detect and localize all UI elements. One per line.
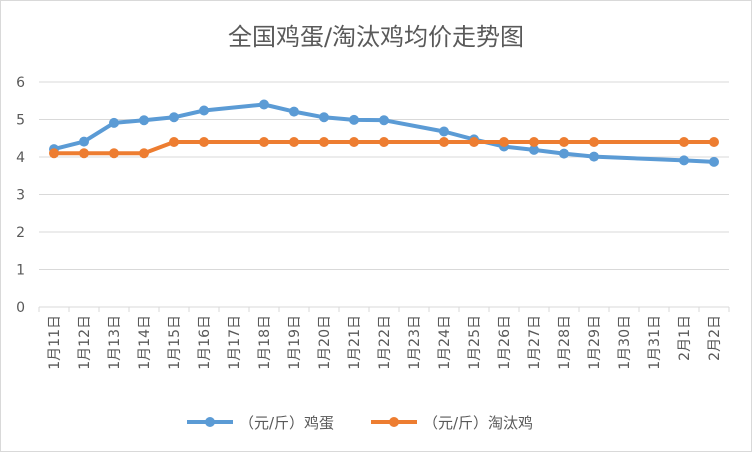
x-tick-label: 1月22日 [377, 315, 393, 370]
data-point [499, 137, 509, 147]
x-tick-label: 1月15日 [167, 315, 183, 370]
x-tick-label: 1月14日 [137, 315, 153, 370]
x-tick-label: 1月20日 [317, 315, 333, 370]
data-point [679, 137, 689, 147]
data-point [259, 137, 269, 147]
data-point [589, 151, 599, 162]
legend-marker [389, 417, 399, 427]
data-point [169, 112, 179, 123]
data-point [529, 144, 539, 155]
chart-title: 全国鸡蛋/淘汰鸡均价走势图 [228, 23, 524, 51]
data-point [319, 112, 329, 123]
data-point [709, 137, 719, 147]
data-point [709, 156, 719, 167]
x-tick-label: 1月21日 [347, 315, 363, 370]
data-point [199, 105, 209, 116]
y-tick-label: 4 [16, 150, 25, 166]
x-tick-label: 1月31日 [647, 315, 663, 370]
x-tick-label: 1月25日 [467, 315, 483, 370]
x-tick-label: 1月18日 [257, 315, 273, 370]
series-1 [49, 99, 719, 167]
data-point [439, 126, 449, 137]
data-point [379, 115, 389, 126]
x-tick-label: 1月17日 [227, 315, 243, 370]
x-tick-label: 1月11日 [47, 315, 63, 370]
y-tick-label: 6 [16, 75, 25, 91]
x-tick-label: 2月1日 [677, 315, 693, 361]
y-tick-label: 3 [16, 188, 25, 204]
data-point [289, 137, 299, 147]
series-2 [49, 137, 719, 159]
x-tick-label: 1月30日 [617, 315, 633, 370]
data-point [259, 99, 269, 110]
data-point [559, 137, 569, 147]
data-point [139, 148, 149, 159]
x-tick-label: 1月24日 [437, 315, 453, 370]
x-tick-label: 1月23日 [407, 315, 423, 370]
legend: （元/斤）鸡蛋 （元/斤）淘汰鸡 [187, 414, 533, 432]
data-point [319, 137, 329, 147]
legend-marker [205, 417, 215, 427]
y-tick-label: 0 [16, 300, 25, 316]
x-tick-label: 1月13日 [107, 315, 123, 370]
data-point [169, 137, 179, 147]
data-point [289, 106, 299, 117]
data-point [49, 148, 59, 159]
data-point [199, 137, 209, 147]
series-group [49, 99, 719, 167]
y-tick-label: 5 [16, 113, 25, 129]
y-tick-label: 2 [16, 225, 25, 241]
data-point [79, 148, 89, 159]
data-point [139, 115, 149, 126]
legend-item-1: （元/斤）鸡蛋 [187, 414, 334, 432]
x-tick-label: 1月12日 [77, 315, 93, 370]
y-axis-tick-labels: 0 1 2 3 4 5 6 [16, 75, 25, 316]
x-axis-tick-labels: 1月11日 1月12日 1月13日 1月14日 1月15日 1月16日 1月17日 1月18日… [47, 315, 723, 370]
data-point [529, 137, 539, 147]
data-point [79, 136, 89, 147]
data-point [589, 137, 599, 147]
data-point [469, 137, 479, 147]
x-tick-label: 1月26日 [497, 315, 513, 370]
x-tick-label: 1月27日 [527, 315, 543, 370]
data-point [439, 137, 449, 147]
data-point [379, 137, 389, 147]
data-point [109, 148, 119, 159]
data-point [559, 148, 569, 159]
x-tick-label: 1月28日 [557, 315, 573, 370]
legend-label: （元/斤）鸡蛋 [239, 414, 334, 432]
data-point [679, 155, 689, 166]
y-tick-label: 1 [16, 263, 25, 279]
data-point [349, 114, 359, 125]
x-tick-label: 2月2日 [707, 315, 723, 361]
series-line [52, 102, 716, 164]
x-tick-label: 1月16日 [197, 315, 213, 370]
data-point [109, 117, 119, 128]
x-tick-label: 1月29日 [587, 315, 603, 370]
x-tick-label: 1月19日 [287, 315, 303, 370]
legend-item-2: （元/斤）淘汰鸡 [371, 414, 533, 432]
legend-label: （元/斤）淘汰鸡 [423, 414, 533, 432]
data-point [349, 137, 359, 147]
